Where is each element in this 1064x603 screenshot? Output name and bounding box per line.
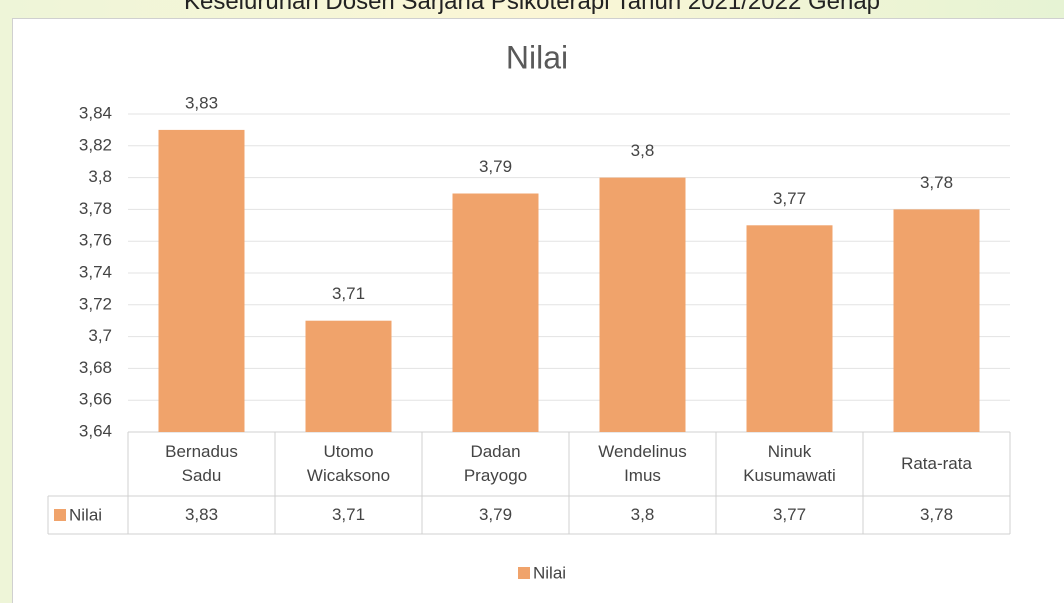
bar xyxy=(452,193,539,432)
x-tick-label-text: Rata-rata xyxy=(901,454,972,473)
data-label: 3,79 xyxy=(479,157,512,176)
table-value-text: 3,78 xyxy=(919,505,954,524)
table-value-text: 3,79 xyxy=(478,505,513,524)
x-tick-label-text: Dadan Prayogo xyxy=(463,442,528,485)
x-tick-label: Bernadus Sadu xyxy=(128,432,275,496)
bar xyxy=(746,225,833,432)
x-tick-label-text: Wendelinus Imus xyxy=(598,442,687,485)
data-label: 3,8 xyxy=(631,141,655,160)
table-value: 3,83 xyxy=(128,496,275,534)
y-tick-label: 3,74 xyxy=(79,262,112,281)
x-tick-label: Dadan Prayogo xyxy=(422,432,569,496)
y-tick-label: 3,7 xyxy=(88,326,112,345)
y-tick-label: 3,64 xyxy=(79,421,112,440)
y-tick-label: 3,8 xyxy=(88,167,112,186)
data-label: 3,77 xyxy=(773,189,806,208)
table-value-text: 3,83 xyxy=(184,505,219,524)
table-value-text: 3,8 xyxy=(630,505,655,524)
legend-swatch xyxy=(518,567,530,579)
data-label: 3,71 xyxy=(332,284,365,303)
bar xyxy=(893,209,980,432)
bar xyxy=(158,129,245,432)
x-tick-label-text: Bernadus Sadu xyxy=(165,442,238,485)
x-tick-label: Wendelinus Imus xyxy=(569,432,716,496)
y-tick-label: 3,76 xyxy=(79,231,112,250)
table-value: 3,78 xyxy=(863,496,1010,534)
x-tick-label-text: Utomo Wicaksono xyxy=(306,442,391,485)
x-tick-label: Rata-rata xyxy=(863,432,1010,496)
table-value: 3,71 xyxy=(275,496,422,534)
heading: Keseluruhan Dosen Sarjana Psikoterapi Ta… xyxy=(183,0,881,15)
x-tick-label-text: Ninuk Kusumawati xyxy=(743,442,836,485)
table-series-name: Nilai xyxy=(69,505,102,524)
y-tick-label: 3,82 xyxy=(79,135,112,154)
legend-label: Nilai xyxy=(533,563,566,582)
table-value: 3,79 xyxy=(422,496,569,534)
y-tick-label: 3,72 xyxy=(79,294,112,313)
bar xyxy=(305,320,392,432)
legend-swatch xyxy=(54,509,66,521)
table-value: 3,8 xyxy=(569,496,716,534)
y-tick-label: 3,68 xyxy=(79,358,112,377)
x-tick-label: Utomo Wicaksono xyxy=(275,432,422,496)
x-tick-label: Ninuk Kusumawati xyxy=(716,432,863,496)
data-label: 3,83 xyxy=(185,93,218,112)
y-tick-label: 3,66 xyxy=(79,390,112,409)
table-value: 3,77 xyxy=(716,496,863,534)
table-value-text: 3,71 xyxy=(331,505,366,524)
y-tick-label: 3,84 xyxy=(79,103,112,122)
table-value-text: 3,77 xyxy=(772,505,807,524)
data-label: 3,78 xyxy=(920,173,953,192)
bar xyxy=(599,177,686,432)
y-tick-label: 3,78 xyxy=(79,199,112,218)
chart-title: Nilai xyxy=(506,39,568,75)
